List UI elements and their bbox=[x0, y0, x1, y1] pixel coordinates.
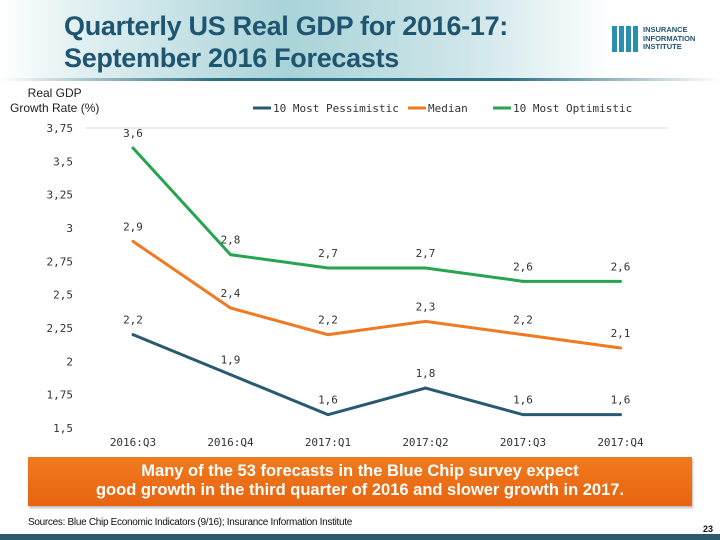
y-tick-label: 1,75 bbox=[47, 389, 74, 402]
data-point bbox=[424, 266, 427, 270]
data-point bbox=[326, 266, 330, 270]
y-tick-label: 2,5 bbox=[53, 289, 73, 302]
callout-line-2: good growth in the third quarter of 2016… bbox=[95, 481, 625, 499]
data-label: 3,6 bbox=[123, 127, 143, 140]
data-label: 1,6 bbox=[318, 394, 338, 407]
data-label: 2,9 bbox=[123, 220, 143, 233]
data-point bbox=[619, 346, 622, 350]
x-tick-label: 2017:Q2 bbox=[402, 436, 448, 449]
data-point bbox=[326, 333, 330, 337]
x-tick-label: 2016:Q3 bbox=[110, 436, 156, 449]
data-label: 1,9 bbox=[221, 354, 241, 367]
y-tick-label: 2,75 bbox=[47, 255, 74, 268]
y-tick-label: 2,25 bbox=[47, 322, 74, 335]
legend-label: 10 Most Optimistic bbox=[513, 102, 632, 115]
page-number: 23 bbox=[703, 524, 714, 534]
y-tick-label: 3,5 bbox=[53, 155, 73, 168]
x-tick-label: 2017:Q1 bbox=[305, 436, 351, 449]
x-tick-label: 2016:Q4 bbox=[207, 436, 254, 449]
series-line-0 bbox=[132, 333, 621, 417]
data-point bbox=[131, 146, 135, 150]
data-label: 1,6 bbox=[513, 394, 533, 407]
data-label: 2,2 bbox=[123, 314, 143, 327]
header-banner bbox=[0, 0, 720, 80]
data-point bbox=[424, 319, 427, 323]
header-divider bbox=[0, 78, 720, 81]
series-line-1 bbox=[132, 240, 621, 350]
x-tick-label: 2017:Q4 bbox=[597, 436, 644, 449]
data-point bbox=[521, 413, 525, 417]
data-point bbox=[619, 279, 622, 283]
series-line-2 bbox=[131, 146, 621, 283]
data-label: 2,7 bbox=[318, 247, 338, 260]
x-tick-label: 2017:Q3 bbox=[500, 436, 546, 449]
data-label: 2,6 bbox=[513, 260, 533, 273]
data-point bbox=[424, 386, 427, 390]
data-label: 2,2 bbox=[513, 314, 533, 327]
y-label-line-1: Real GDP bbox=[27, 86, 82, 100]
data-label: 2,6 bbox=[611, 260, 631, 273]
data-label: 2,1 bbox=[611, 327, 631, 340]
y-label-line-2: Growth Rate (%) bbox=[10, 101, 100, 115]
y-tick-label: 2 bbox=[66, 355, 73, 368]
data-point bbox=[521, 333, 525, 337]
data-label: 2,2 bbox=[318, 314, 338, 327]
callout-box: Many of the 53 forecasts in the Blue Chi… bbox=[28, 457, 692, 506]
title-line-2: September 2016 Forecasts bbox=[64, 43, 399, 73]
data-point bbox=[131, 333, 135, 337]
y-tick-label: 3,75 bbox=[47, 122, 74, 135]
y-axis-label: Real GDP Growth Rate (%) bbox=[10, 86, 99, 116]
data-point bbox=[131, 239, 135, 243]
y-tick-label: 1,5 bbox=[53, 422, 73, 435]
legend-label: 10 Most Pessimistic bbox=[273, 102, 399, 115]
data-label: 1,8 bbox=[416, 367, 436, 380]
data-label: 2,7 bbox=[416, 247, 436, 260]
data-label: 2,4 bbox=[221, 287, 241, 300]
data-point bbox=[229, 306, 232, 310]
data-label: 2,8 bbox=[221, 234, 241, 247]
data-point bbox=[326, 413, 330, 417]
legend-label: Median bbox=[428, 102, 468, 115]
data-point bbox=[229, 373, 232, 377]
page-title: Quarterly US Real GDP for 2016-17: Septem… bbox=[64, 10, 508, 74]
y-tick-label: 3,25 bbox=[47, 189, 74, 202]
logo-text: INSURANCE bbox=[643, 25, 688, 35]
data-point bbox=[229, 253, 232, 257]
data-label: 1,6 bbox=[611, 394, 631, 407]
data-point bbox=[619, 413, 622, 417]
data-point bbox=[521, 279, 525, 283]
y-tick-label: 3 bbox=[66, 222, 73, 235]
footer-bar bbox=[0, 534, 720, 540]
logo-text: INFORMATION bbox=[643, 33, 696, 43]
data-label: 2,3 bbox=[416, 300, 436, 313]
iii-logo: INSURANCE INFORMATION INSTITUTE bbox=[612, 26, 695, 52]
source-note: Sources: Blue Chip Economic Indicators (… bbox=[28, 517, 352, 528]
title-line-1: Quarterly US Real GDP for 2016-17: bbox=[64, 11, 508, 41]
logo-text: INSTITUTE bbox=[643, 42, 682, 52]
logo-mark-icon bbox=[612, 26, 640, 52]
callout-line-1: Many of the 53 forecasts in the Blue Chi… bbox=[141, 462, 579, 480]
